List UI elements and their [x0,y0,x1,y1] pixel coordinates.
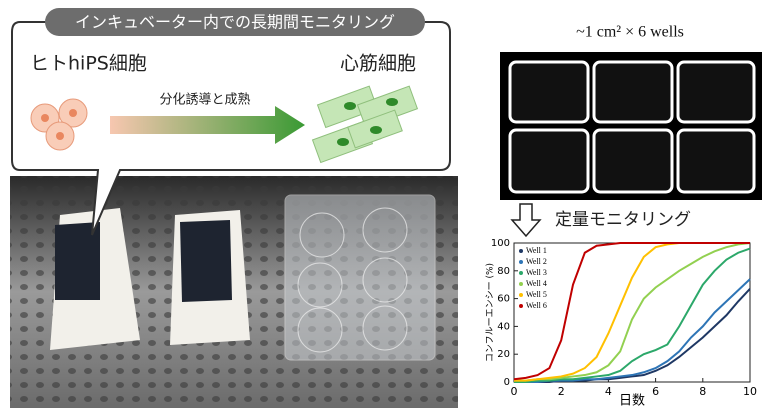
legend-marker [519,260,523,264]
legend-label: Well 2 [526,257,547,266]
legend-marker [519,282,523,286]
y-axis-label: コンフルーエンシー (%) [486,263,496,362]
banner-box [45,8,425,36]
down-arrow [510,203,542,238]
x-tick-label: 0 [511,385,518,398]
cardiomyocytes [311,85,419,164]
legend-marker [519,293,523,297]
arrow-label: 分化誘導と成熟 [159,92,250,108]
legend-marker [519,249,523,253]
series-line [513,242,750,381]
x-tick-label: 10 [743,385,757,398]
chart-heading: 定量モニタリング [555,210,691,230]
x-tick-label: 8 [699,385,706,398]
y-tick-label: 0 [504,377,510,388]
x-tick-label: 4 [605,385,612,398]
wells-caption: ~1 cm² × 6 wells [576,24,684,41]
wells-image [500,52,762,200]
banner: インキュベーター内での長期間モニタリング [75,13,395,32]
legend-label: Well 6 [526,301,547,310]
y-tick-label: 60 [497,294,510,305]
x-tick-label: 2 [558,385,565,398]
legend-label: Well 3 [526,268,547,277]
series-line [514,247,751,383]
source-label: ヒトhiPS細胞 [30,53,147,75]
legend-label: Well 5 [526,290,547,299]
series-line [514,242,751,382]
stem-cells [30,98,88,151]
legend-label: Well 1 [526,246,547,255]
y-tick-label: 20 [497,349,510,360]
photo [10,176,458,408]
legend-marker [519,271,523,275]
y-tick-label: 80 [497,266,510,277]
legend-label: Well 4 [526,279,547,288]
y-tick-label: 100 [491,238,510,249]
process-arrow [110,106,305,144]
target-label: 心筋細胞 [340,53,416,75]
x-axis-label: 日数 [619,394,645,409]
y-tick-label: 40 [497,321,510,332]
x-tick-label: 6 [652,385,659,398]
legend-marker [519,304,523,308]
